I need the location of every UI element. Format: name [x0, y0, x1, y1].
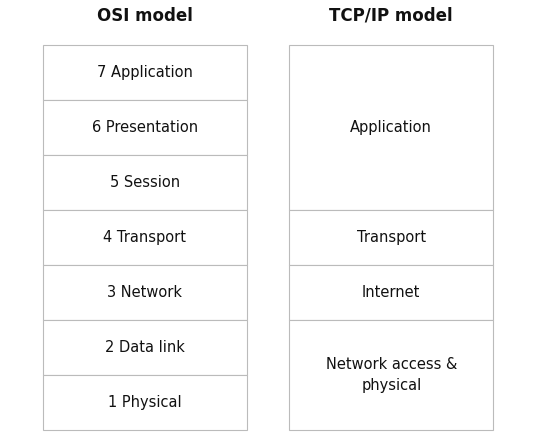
Text: TCP/IP model: TCP/IP model [330, 7, 453, 25]
Text: Internet: Internet [362, 285, 420, 300]
Bar [43, 265, 247, 320]
Text: 4 Transport: 4 Transport [103, 230, 186, 245]
Text: Network access &
physical: Network access & physical [325, 357, 457, 393]
Text: Application: Application [351, 120, 432, 135]
Bar [43, 100, 247, 155]
Text: 6 Presentation: 6 Presentation [92, 120, 198, 135]
Text: 7 Application: 7 Application [97, 65, 192, 80]
Text: Transport: Transport [357, 230, 426, 245]
Text: 3 Network: 3 Network [107, 285, 182, 300]
Bar [43, 210, 247, 265]
Text: OSI model: OSI model [97, 7, 192, 25]
Bar [289, 45, 493, 210]
Bar [43, 375, 247, 430]
Bar [289, 320, 493, 430]
Text: 2 Data link: 2 Data link [105, 340, 185, 355]
Bar [43, 155, 247, 210]
Text: 1 Physical: 1 Physical [108, 395, 182, 410]
Text: 5 Session: 5 Session [110, 175, 180, 190]
Bar [43, 320, 247, 375]
Bar [289, 210, 493, 265]
Bar [43, 45, 247, 100]
Bar [289, 265, 493, 320]
